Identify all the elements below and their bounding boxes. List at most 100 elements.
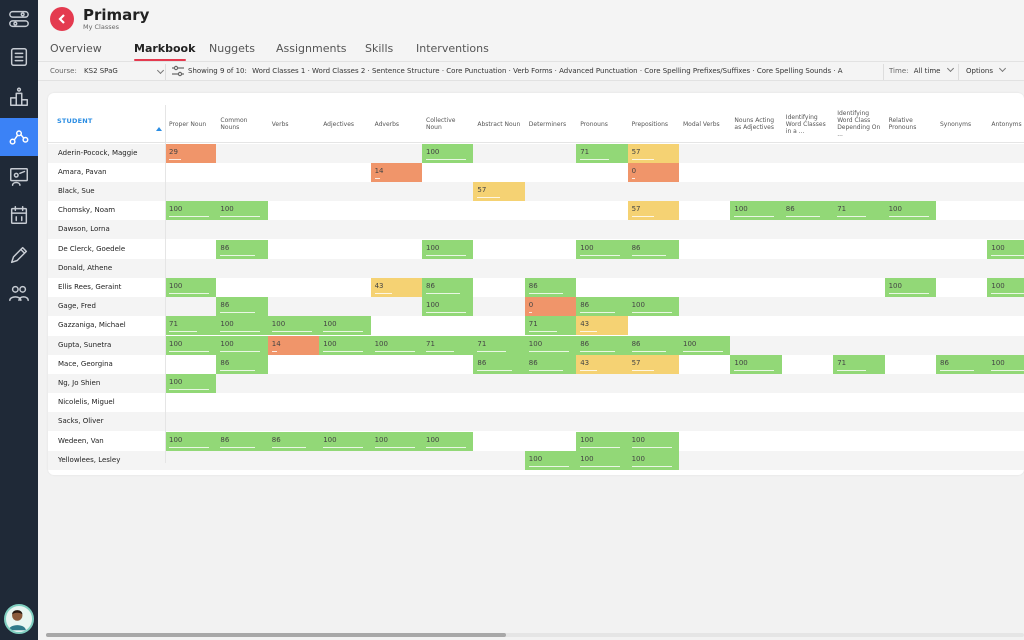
student-row[interactable]: De Clerck, Goedele 86 100 100 86 100 — [48, 239, 1024, 259]
score-cell[interactable]: 86 — [576, 297, 628, 317]
score-cell[interactable]: 86 — [216, 297, 268, 317]
score-cell[interactable]: 100 — [987, 277, 1024, 298]
student-name[interactable]: Sacks, Oliver — [58, 417, 104, 426]
score-cell[interactable]: 100 — [165, 201, 217, 221]
presentation-icon[interactable] — [0, 158, 38, 196]
score-cell[interactable]: 57 — [473, 181, 525, 202]
score-cell[interactable]: 71 — [576, 143, 628, 163]
score-cell[interactable]: 100 — [576, 450, 628, 470]
score-cell[interactable]: 86 — [936, 354, 988, 374]
score-cell[interactable]: 100 — [319, 335, 371, 355]
score-cell[interactable]: 100 — [216, 335, 268, 355]
tab-markbook[interactable]: Markbook — [134, 42, 196, 55]
score-cell[interactable]: 100 — [370, 335, 422, 355]
score-cell[interactable]: 71 — [165, 316, 217, 336]
score-cell[interactable]: 43 — [370, 277, 422, 298]
topic-filter[interactable]: Showing 9 of 10: Word Classes 1 · Word C… — [188, 67, 878, 75]
score-cell[interactable]: 100 — [165, 335, 217, 355]
student-name[interactable]: Wedeen, Van — [58, 436, 104, 445]
score-cell[interactable]: 100 — [267, 316, 320, 336]
score-cell[interactable]: 100 — [422, 239, 474, 259]
student-name[interactable]: Yellowlees, Lesley — [58, 455, 121, 464]
score-cell[interactable]: 100 — [627, 431, 679, 451]
student-row[interactable]: Nicolelis, Miguel — [48, 393, 1024, 412]
sort-ascending-icon[interactable] — [156, 127, 162, 131]
student-row[interactable]: Sacks, Oliver — [48, 412, 1024, 432]
score-cell[interactable]: 100 — [884, 201, 936, 221]
score-cell[interactable]: 100 — [319, 316, 371, 336]
score-cell[interactable]: 100 — [730, 201, 782, 221]
course-select[interactable]: Course: KS2 SPaG — [50, 67, 118, 75]
column-header[interactable]: Adverbs — [374, 120, 400, 128]
score-cell[interactable]: 100 — [884, 277, 936, 298]
score-cell[interactable]: 86 — [216, 239, 268, 259]
score-cell[interactable]: 86 — [627, 335, 679, 355]
score-cell[interactable]: 100 — [987, 354, 1024, 374]
score-cell[interactable]: 86 — [422, 277, 474, 298]
score-cell[interactable]: 100 — [370, 431, 422, 451]
filter-icon[interactable] — [171, 65, 185, 77]
student-row[interactable]: Mace, Georgina 86 86 86 43 57 100 71 86 100 — [48, 354, 1024, 374]
score-cell[interactable]: 86 — [216, 354, 268, 374]
score-cell[interactable]: 86 — [524, 354, 577, 374]
tab-skills[interactable]: Skills — [365, 42, 394, 55]
student-name[interactable]: Chomsky, Noam — [58, 206, 116, 215]
student-row[interactable]: Dawson, Lorna — [48, 220, 1024, 240]
student-row[interactable]: Amara, Pavan 14 0 — [48, 162, 1024, 182]
column-header[interactable]: Relative Pronouns — [888, 117, 917, 131]
score-cell[interactable]: 86 — [781, 201, 834, 221]
score-cell[interactable]: 100 — [216, 316, 268, 336]
score-cell[interactable]: 71 — [833, 354, 885, 374]
student-name[interactable]: Black, Sue — [58, 186, 95, 195]
student-row[interactable]: Gazzaniga, Michael 71 100 100 100 71 43 — [48, 316, 1024, 336]
score-cell[interactable]: 57 — [627, 354, 679, 374]
score-cell[interactable]: 100 — [524, 450, 577, 470]
score-cell[interactable]: 86 — [576, 335, 628, 355]
student-row[interactable]: Black, Sue 57 — [48, 181, 1024, 202]
student-name[interactable]: Dawson, Lorna — [58, 225, 110, 234]
score-cell[interactable]: 71 — [524, 316, 577, 336]
scrollbar-thumb[interactable] — [46, 633, 506, 637]
student-name[interactable]: Gazzaniga, Michael — [58, 321, 126, 330]
column-header[interactable]: Antonyms — [991, 120, 1022, 128]
student-column-header[interactable]: STUDENT — [57, 117, 93, 125]
score-cell[interactable]: 100 — [319, 431, 371, 451]
score-cell[interactable]: 57 — [627, 143, 679, 163]
tab-overview[interactable]: Overview — [50, 42, 102, 55]
score-cell[interactable]: 100 — [165, 431, 217, 451]
student-name[interactable]: Ellis Rees, Geraint — [58, 282, 122, 291]
avatar[interactable] — [4, 604, 34, 634]
student-name[interactable]: Mace, Georgina — [58, 359, 113, 368]
score-cell[interactable]: 100 — [627, 450, 679, 470]
column-header[interactable]: Synonyms — [940, 120, 972, 128]
student-name[interactable]: Gupta, Sunetra — [58, 340, 112, 349]
back-button[interactable] — [50, 7, 74, 31]
column-header[interactable]: Identifying Word Class Depending On ... — [837, 110, 881, 138]
score-cell[interactable]: 100 — [165, 277, 217, 298]
network-icon[interactable] — [0, 118, 38, 156]
score-cell[interactable]: 71 — [422, 335, 474, 355]
score-cell[interactable]: 100 — [165, 373, 217, 394]
student-row[interactable]: Ng, Jo Shien 100 — [48, 373, 1024, 394]
score-cell[interactable]: 100 — [576, 239, 628, 259]
sliders-icon[interactable] — [0, 0, 38, 38]
student-name[interactable]: Nicolelis, Miguel — [58, 398, 115, 407]
column-header[interactable]: Proper Noun — [169, 120, 207, 128]
score-cell[interactable]: 43 — [576, 316, 628, 336]
score-cell[interactable]: 0 — [524, 297, 577, 317]
student-name[interactable]: Donald, Athene — [58, 263, 113, 272]
score-cell[interactable]: 14 — [267, 335, 320, 355]
score-cell[interactable]: 71 — [833, 201, 885, 221]
student-name[interactable]: Amara, Pavan — [58, 167, 107, 176]
options-button[interactable]: Options — [966, 64, 1007, 75]
score-cell[interactable]: 100 — [987, 239, 1024, 259]
score-cell[interactable]: 100 — [524, 335, 577, 355]
score-cell[interactable]: 86 — [267, 431, 320, 451]
student-row[interactable]: Gupta, Sunetra 100 100 14 100 100 71 71 100 86 86 1… — [48, 335, 1024, 355]
student-row[interactable]: Chomsky, Noam 100 100 57 100 86 71 100 — [48, 201, 1024, 221]
calendar-icon[interactable] — [0, 196, 38, 234]
tab-nuggets[interactable]: Nuggets — [209, 42, 255, 55]
student-row[interactable]: Gage, Fred 86 100 0 86 100 — [48, 297, 1024, 317]
column-header[interactable]: Adjectives — [323, 120, 355, 128]
score-cell[interactable]: 100 — [679, 335, 731, 355]
